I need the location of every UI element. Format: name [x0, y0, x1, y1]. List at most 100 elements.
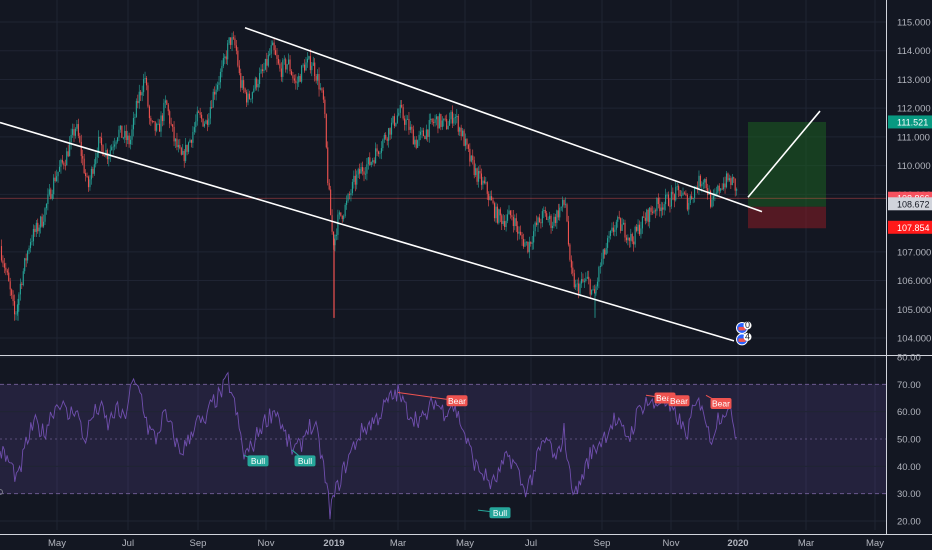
candle-body [579, 283, 581, 294]
time-tick-label: Mar [390, 538, 406, 549]
candles [0, 31, 738, 321]
candle-body [685, 193, 687, 195]
candle-body [231, 37, 233, 45]
candle-body [717, 185, 719, 193]
candle-body [631, 233, 633, 242]
rsi-line [0, 371, 737, 520]
candle-body [343, 215, 345, 220]
candle-body [132, 117, 134, 130]
candle-body [673, 194, 675, 201]
candle-body [128, 135, 130, 145]
candle-body [372, 160, 374, 162]
candle-body [43, 221, 45, 227]
candle-body [596, 281, 598, 287]
candle-body [118, 129, 120, 138]
candle-body [137, 100, 139, 104]
candle-body [499, 209, 501, 216]
time-tick-label: Nov [258, 538, 275, 549]
candle-body [270, 45, 272, 54]
candle-body [559, 207, 561, 218]
candle-body [427, 129, 429, 137]
candle-body [551, 225, 554, 228]
candle-body [192, 131, 194, 143]
candle-body [328, 183, 330, 190]
candle-body [382, 139, 384, 149]
candle-body [443, 118, 445, 121]
candle-body [214, 91, 216, 95]
candle-body [190, 140, 192, 143]
candle-body [340, 212, 342, 216]
signal-label-bg [247, 455, 269, 467]
candle-body [57, 171, 59, 177]
candle-body [277, 58, 279, 64]
signal-label-bg [489, 507, 511, 519]
candle-body [359, 169, 361, 174]
candle-body [457, 115, 459, 132]
candle-body [375, 148, 377, 164]
candle-body [731, 177, 733, 186]
candle-body [89, 179, 91, 188]
candle-body [615, 221, 617, 230]
candle-body [77, 124, 79, 136]
candle-body [85, 173, 87, 177]
candle-body [150, 118, 152, 121]
candle-body [304, 64, 306, 71]
candle-body [360, 167, 362, 174]
candle-body [675, 186, 677, 201]
candle-body [70, 134, 72, 143]
candle-body [479, 171, 481, 174]
candle-body [90, 168, 92, 180]
candle-body [398, 112, 400, 116]
candle-body [95, 157, 97, 165]
candle-body [251, 92, 253, 99]
candle-body [177, 145, 179, 148]
candle-body [306, 58, 308, 63]
signal-label-bg [446, 395, 468, 407]
candle-body [543, 209, 545, 212]
candle-body [260, 69, 262, 74]
candle-body [562, 199, 564, 207]
candle-body [433, 122, 435, 124]
candle-body [470, 155, 472, 162]
candle-body [395, 122, 397, 126]
candle-body [451, 111, 453, 124]
candle-body [266, 58, 268, 66]
candle-body [491, 196, 493, 201]
candle-body [206, 120, 208, 125]
time-tick-label: May [866, 538, 884, 549]
candle-body [720, 188, 722, 191]
candle-body [701, 184, 703, 187]
price-badge-text: 107.854 [897, 223, 930, 233]
candle-body [430, 118, 432, 121]
candle-body [480, 173, 482, 185]
candle-body [682, 192, 684, 196]
candle-body [434, 119, 436, 123]
candle-body [406, 118, 409, 120]
candle-body [652, 211, 654, 213]
trend-line-1 [0, 121, 735, 342]
candle-body [225, 56, 227, 60]
candle-body [167, 104, 169, 112]
candle-body [264, 58, 266, 70]
candle-body [151, 120, 153, 122]
candle-body [547, 219, 549, 220]
candle-body [659, 204, 661, 212]
candle-body [227, 43, 229, 60]
candle-body [82, 156, 84, 159]
candle-body [459, 127, 461, 132]
candle-body [556, 210, 558, 223]
candle-body [247, 93, 249, 103]
candle-body [305, 62, 307, 71]
signal-label-text: Bull [298, 456, 312, 466]
candle-body [515, 218, 517, 227]
candle-body [498, 209, 500, 223]
candle-body [153, 121, 155, 122]
candle-body [108, 156, 110, 160]
candle-body [288, 59, 290, 65]
candle-body [611, 227, 613, 231]
signal-label-text: Bear [712, 399, 730, 409]
candle-body [301, 65, 303, 82]
event-flag-stripe [738, 338, 746, 342]
candle-body [591, 289, 593, 295]
